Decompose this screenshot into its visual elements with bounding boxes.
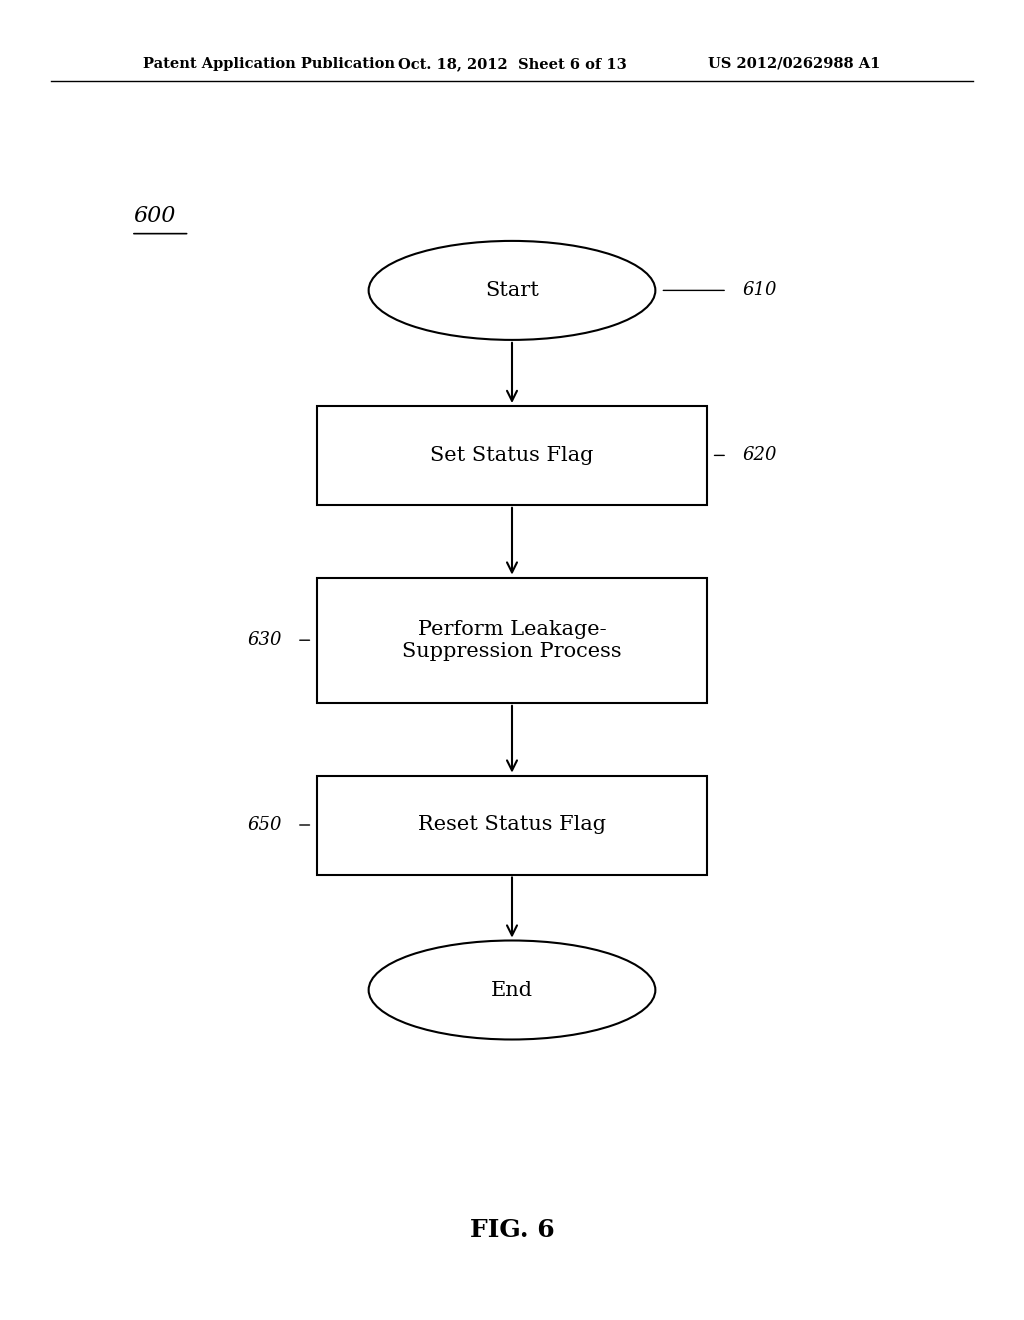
FancyBboxPatch shape	[317, 407, 707, 504]
Text: 600: 600	[133, 205, 175, 227]
FancyBboxPatch shape	[317, 776, 707, 874]
Text: End: End	[490, 981, 534, 999]
Text: 650: 650	[247, 816, 282, 834]
Text: 620: 620	[742, 446, 777, 465]
Text: Perform Leakage-
Suppression Process: Perform Leakage- Suppression Process	[402, 619, 622, 661]
Text: 610: 610	[742, 281, 777, 300]
Text: Reset Status Flag: Reset Status Flag	[418, 816, 606, 834]
Text: Patent Application Publication: Patent Application Publication	[143, 57, 395, 71]
Ellipse shape	[369, 240, 655, 339]
Ellipse shape	[369, 940, 655, 1040]
Text: Oct. 18, 2012  Sheet 6 of 13: Oct. 18, 2012 Sheet 6 of 13	[397, 57, 627, 71]
Text: Start: Start	[485, 281, 539, 300]
Text: US 2012/0262988 A1: US 2012/0262988 A1	[709, 57, 881, 71]
Text: FIG. 6: FIG. 6	[470, 1218, 554, 1242]
Text: 630: 630	[247, 631, 282, 649]
FancyBboxPatch shape	[317, 578, 707, 702]
Text: Set Status Flag: Set Status Flag	[430, 446, 594, 465]
